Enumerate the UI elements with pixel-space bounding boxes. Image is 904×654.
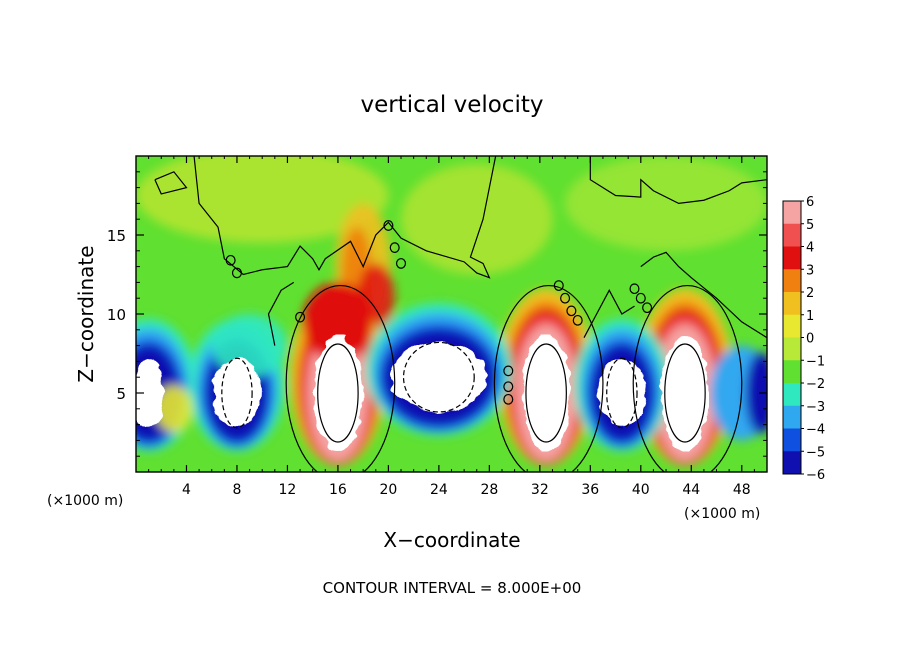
y-axis: 5 10 15: [107, 171, 767, 457]
small-contour: [503, 393, 514, 405]
updraft-halo: [302, 282, 374, 362]
colorbar-label: −5: [806, 445, 825, 460]
x-tick-label: 48: [733, 482, 751, 498]
x-tick-label: 36: [581, 482, 599, 498]
y-tick-label: 5: [116, 385, 126, 403]
x-tick-label: 4: [182, 482, 191, 498]
x-tick-label: 12: [279, 482, 297, 498]
small-contour: [553, 280, 564, 291]
colorbar-label: −3: [806, 400, 825, 415]
weak-updraft-region: [136, 156, 389, 243]
small-contour: [503, 381, 514, 393]
colorbar-label: −6: [806, 468, 825, 483]
colorbar-swatch: [783, 360, 801, 384]
neutral-region: [565, 156, 767, 251]
zero-contour: [493, 284, 604, 472]
downdraft-core: [136, 358, 164, 428]
positive-contour: [525, 343, 567, 443]
colorbar: 6 5 4 3 2 1 0 −1 −2 −3 −4 −5 −6: [782, 195, 825, 483]
colorbar-label: −2: [806, 377, 825, 392]
updraft-core: [660, 334, 709, 452]
updraft-core: [522, 334, 571, 452]
colorbar-swatch: [783, 246, 801, 270]
small-contour: [503, 365, 514, 377]
small-contour: [572, 314, 583, 326]
zero-contour: [640, 251, 767, 339]
colorbar-label: 4: [806, 241, 814, 256]
colorbar-swatch: [783, 428, 801, 452]
small-contour: [560, 292, 571, 304]
small-contour: [383, 220, 394, 231]
zero-contour: [583, 289, 635, 338]
x-tick-label: 20: [379, 482, 397, 498]
colorbar-swatch: [783, 337, 801, 361]
downdraft-core: [597, 358, 646, 428]
plot-area: [136, 156, 767, 472]
small-contour: [389, 242, 400, 253]
small-contour: [396, 258, 407, 269]
x-axis: 4 8 12 16 20 24 28 32 36 40 44 48: [148, 156, 755, 498]
small-contour: [629, 283, 640, 295]
positive-contour: [664, 343, 706, 443]
y-axis-label: Z−coordinate: [74, 245, 98, 382]
colorbar-swatch: [783, 314, 801, 338]
small-contour: [635, 292, 646, 304]
colorbar-label: 5: [806, 218, 814, 233]
zero-contour: [154, 171, 188, 195]
small-contour: [225, 254, 236, 266]
weak-updraft-region: [401, 163, 553, 275]
x-tick-label: 28: [480, 482, 498, 498]
contour-lines: [154, 156, 767, 472]
x-tick-label: 24: [430, 482, 448, 498]
contour-interval-note: CONTOUR INTERVAL = 8.000E+00: [323, 579, 582, 597]
colorbar-label: 6: [806, 195, 814, 210]
colorbar-swatch: [783, 451, 801, 475]
x-axis-label: X−coordinate: [383, 528, 520, 552]
x-tick-label: 8: [232, 482, 241, 498]
colorbar-label: 0: [806, 332, 814, 347]
y-tick-label: 15: [107, 227, 126, 245]
negative-contour: [221, 357, 253, 429]
x-tick-label: 40: [632, 482, 650, 498]
weak-updraft-region: [154, 385, 193, 433]
colorbar-swatch: [783, 201, 801, 225]
zero-contour: [267, 281, 295, 346]
colorbar-label: −4: [806, 423, 825, 438]
x-tick-label: 44: [682, 482, 700, 498]
colorbar-swatch: [783, 383, 801, 407]
x-tick-label: 16: [329, 482, 347, 498]
negative-contour: [402, 341, 475, 413]
small-contour: [295, 311, 306, 323]
downdraft-halo: [745, 351, 767, 435]
zero-contour: [193, 156, 497, 279]
y-tick-label: 10: [107, 306, 126, 324]
chart-title: vertical velocity: [361, 92, 544, 118]
colorbar-swatch: [783, 223, 801, 247]
x-unit-right: (×1000 m): [684, 506, 760, 522]
colorbar-label: 3: [806, 263, 814, 278]
positive-contour: [317, 343, 359, 443]
negative-contour: [606, 357, 638, 429]
zero-contour: [632, 284, 743, 472]
colorbar-swatch: [783, 292, 801, 316]
updraft-core: [313, 334, 362, 452]
downdraft-core: [212, 358, 261, 428]
downdraft-core: [390, 342, 487, 412]
colorbar-label: −1: [806, 354, 825, 369]
x-tick-label: 32: [531, 482, 549, 498]
zero-contour: [285, 284, 396, 472]
colorbar-swatch: [783, 269, 801, 293]
small-contour: [231, 267, 242, 279]
small-contour: [566, 305, 577, 317]
zero-contour: [589, 156, 767, 205]
colorbar-swatch: [783, 405, 801, 429]
small-contour: [642, 302, 653, 314]
x-unit-left: (×1000 m): [47, 493, 123, 509]
colorbar-label: 1: [806, 309, 814, 324]
colorbar-label: 2: [806, 286, 814, 301]
